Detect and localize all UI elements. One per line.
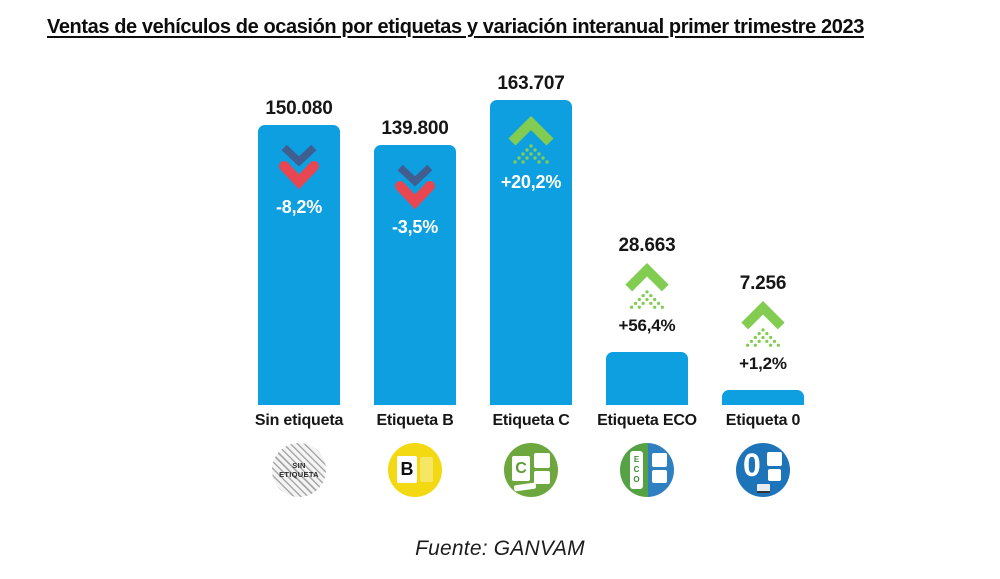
- badge-etiqueta-c: C: [504, 443, 558, 497]
- up-trend-icon: [625, 262, 669, 309]
- value-label: 163.707: [497, 73, 565, 94]
- bar-sin-etiqueta: -8,2%: [258, 125, 340, 405]
- yoy-change-label: +20,2%: [500, 172, 562, 192]
- up-trend-icon: [741, 300, 785, 347]
- bar-column-etiqueta-eco: 28.663 +56,4% Etiqueta ECO E: [589, 75, 705, 497]
- source-caption: Fuente: GANVAM: [415, 537, 585, 560]
- bar-column-etiqueta-0: 7.256 +1,2% Etiqueta 0 0: [705, 75, 821, 497]
- value-label: 7.256: [739, 273, 787, 294]
- bar-column-sin-etiqueta: 150.080 -8,2% Sin etiqueta SIN ETIQUETA: [241, 75, 357, 497]
- badge-shade: [420, 457, 433, 482]
- bar-chart: 150.080 -8,2% Sin etiqueta SIN ETIQUETA …: [241, 73, 821, 497]
- badge-sin-etiqueta: SIN ETIQUETA: [272, 443, 326, 497]
- badge-etiqueta-b: B: [388, 443, 442, 497]
- badge-panel: [652, 453, 667, 467]
- badge-panel: [767, 452, 782, 466]
- category-label: Sin etiqueta: [254, 412, 344, 429]
- category-label: Etiqueta B: [376, 412, 454, 429]
- yoy-change-label: +1,2%: [739, 354, 787, 373]
- down-trend-icon: [395, 164, 435, 210]
- bar-etiqueta-c: +20,2%: [490, 100, 572, 405]
- category-label: Etiqueta C: [492, 412, 570, 429]
- bar-column-etiqueta-b: 139.800 -3,5% Etiqueta B B: [357, 75, 473, 497]
- bar-etiqueta-eco: [606, 352, 688, 405]
- badge-strip: ECO: [630, 451, 643, 489]
- badge-etiqueta-0: 0: [736, 443, 790, 497]
- bar-column-etiqueta-c: 163.707 +20,2% Etiqueta: [473, 73, 589, 497]
- yoy-change-label: +56,4%: [618, 316, 676, 335]
- badge-dgt-mark: [757, 484, 770, 493]
- bar-cell: 150.080 -8,2%: [241, 75, 357, 405]
- category-label: Etiqueta 0: [725, 412, 801, 429]
- down-trend-icon: [279, 144, 319, 190]
- bar-cell: 139.800 -3,5%: [357, 75, 473, 405]
- badge-label: 0: [743, 447, 761, 483]
- value-label: 150.080: [265, 98, 333, 119]
- badge-panel: [652, 470, 667, 483]
- badge-label: C: [512, 456, 530, 481]
- yoy-change-label: -3,5%: [391, 217, 439, 237]
- bar-etiqueta-b: -3,5%: [374, 145, 456, 405]
- up-trend-icon: [508, 116, 554, 164]
- badge-label: ECO: [632, 455, 641, 485]
- badge-label: B: [397, 456, 417, 483]
- bar-cell: 28.663 +56,4%: [589, 75, 705, 405]
- value-label: 139.800: [381, 118, 449, 139]
- bar-etiqueta-0: [722, 390, 804, 405]
- badge-panel: [534, 453, 550, 468]
- value-label: 28.663: [618, 235, 676, 256]
- bar-cell: 7.256 +1,2%: [705, 75, 821, 405]
- badge-label: SIN ETIQUETA: [279, 461, 319, 479]
- bar-cell: 163.707 +20,2%: [473, 73, 589, 405]
- badge-etiqueta-eco: ECO: [620, 443, 674, 497]
- yoy-change-label: -8,2%: [275, 197, 323, 217]
- category-label: Etiqueta ECO: [597, 412, 697, 429]
- badge-panel: [768, 469, 781, 481]
- chart-title: Ventas de vehículos de ocasión por etiqu…: [47, 16, 864, 38]
- badge-strip: [513, 482, 537, 492]
- badge-panel: [534, 471, 550, 484]
